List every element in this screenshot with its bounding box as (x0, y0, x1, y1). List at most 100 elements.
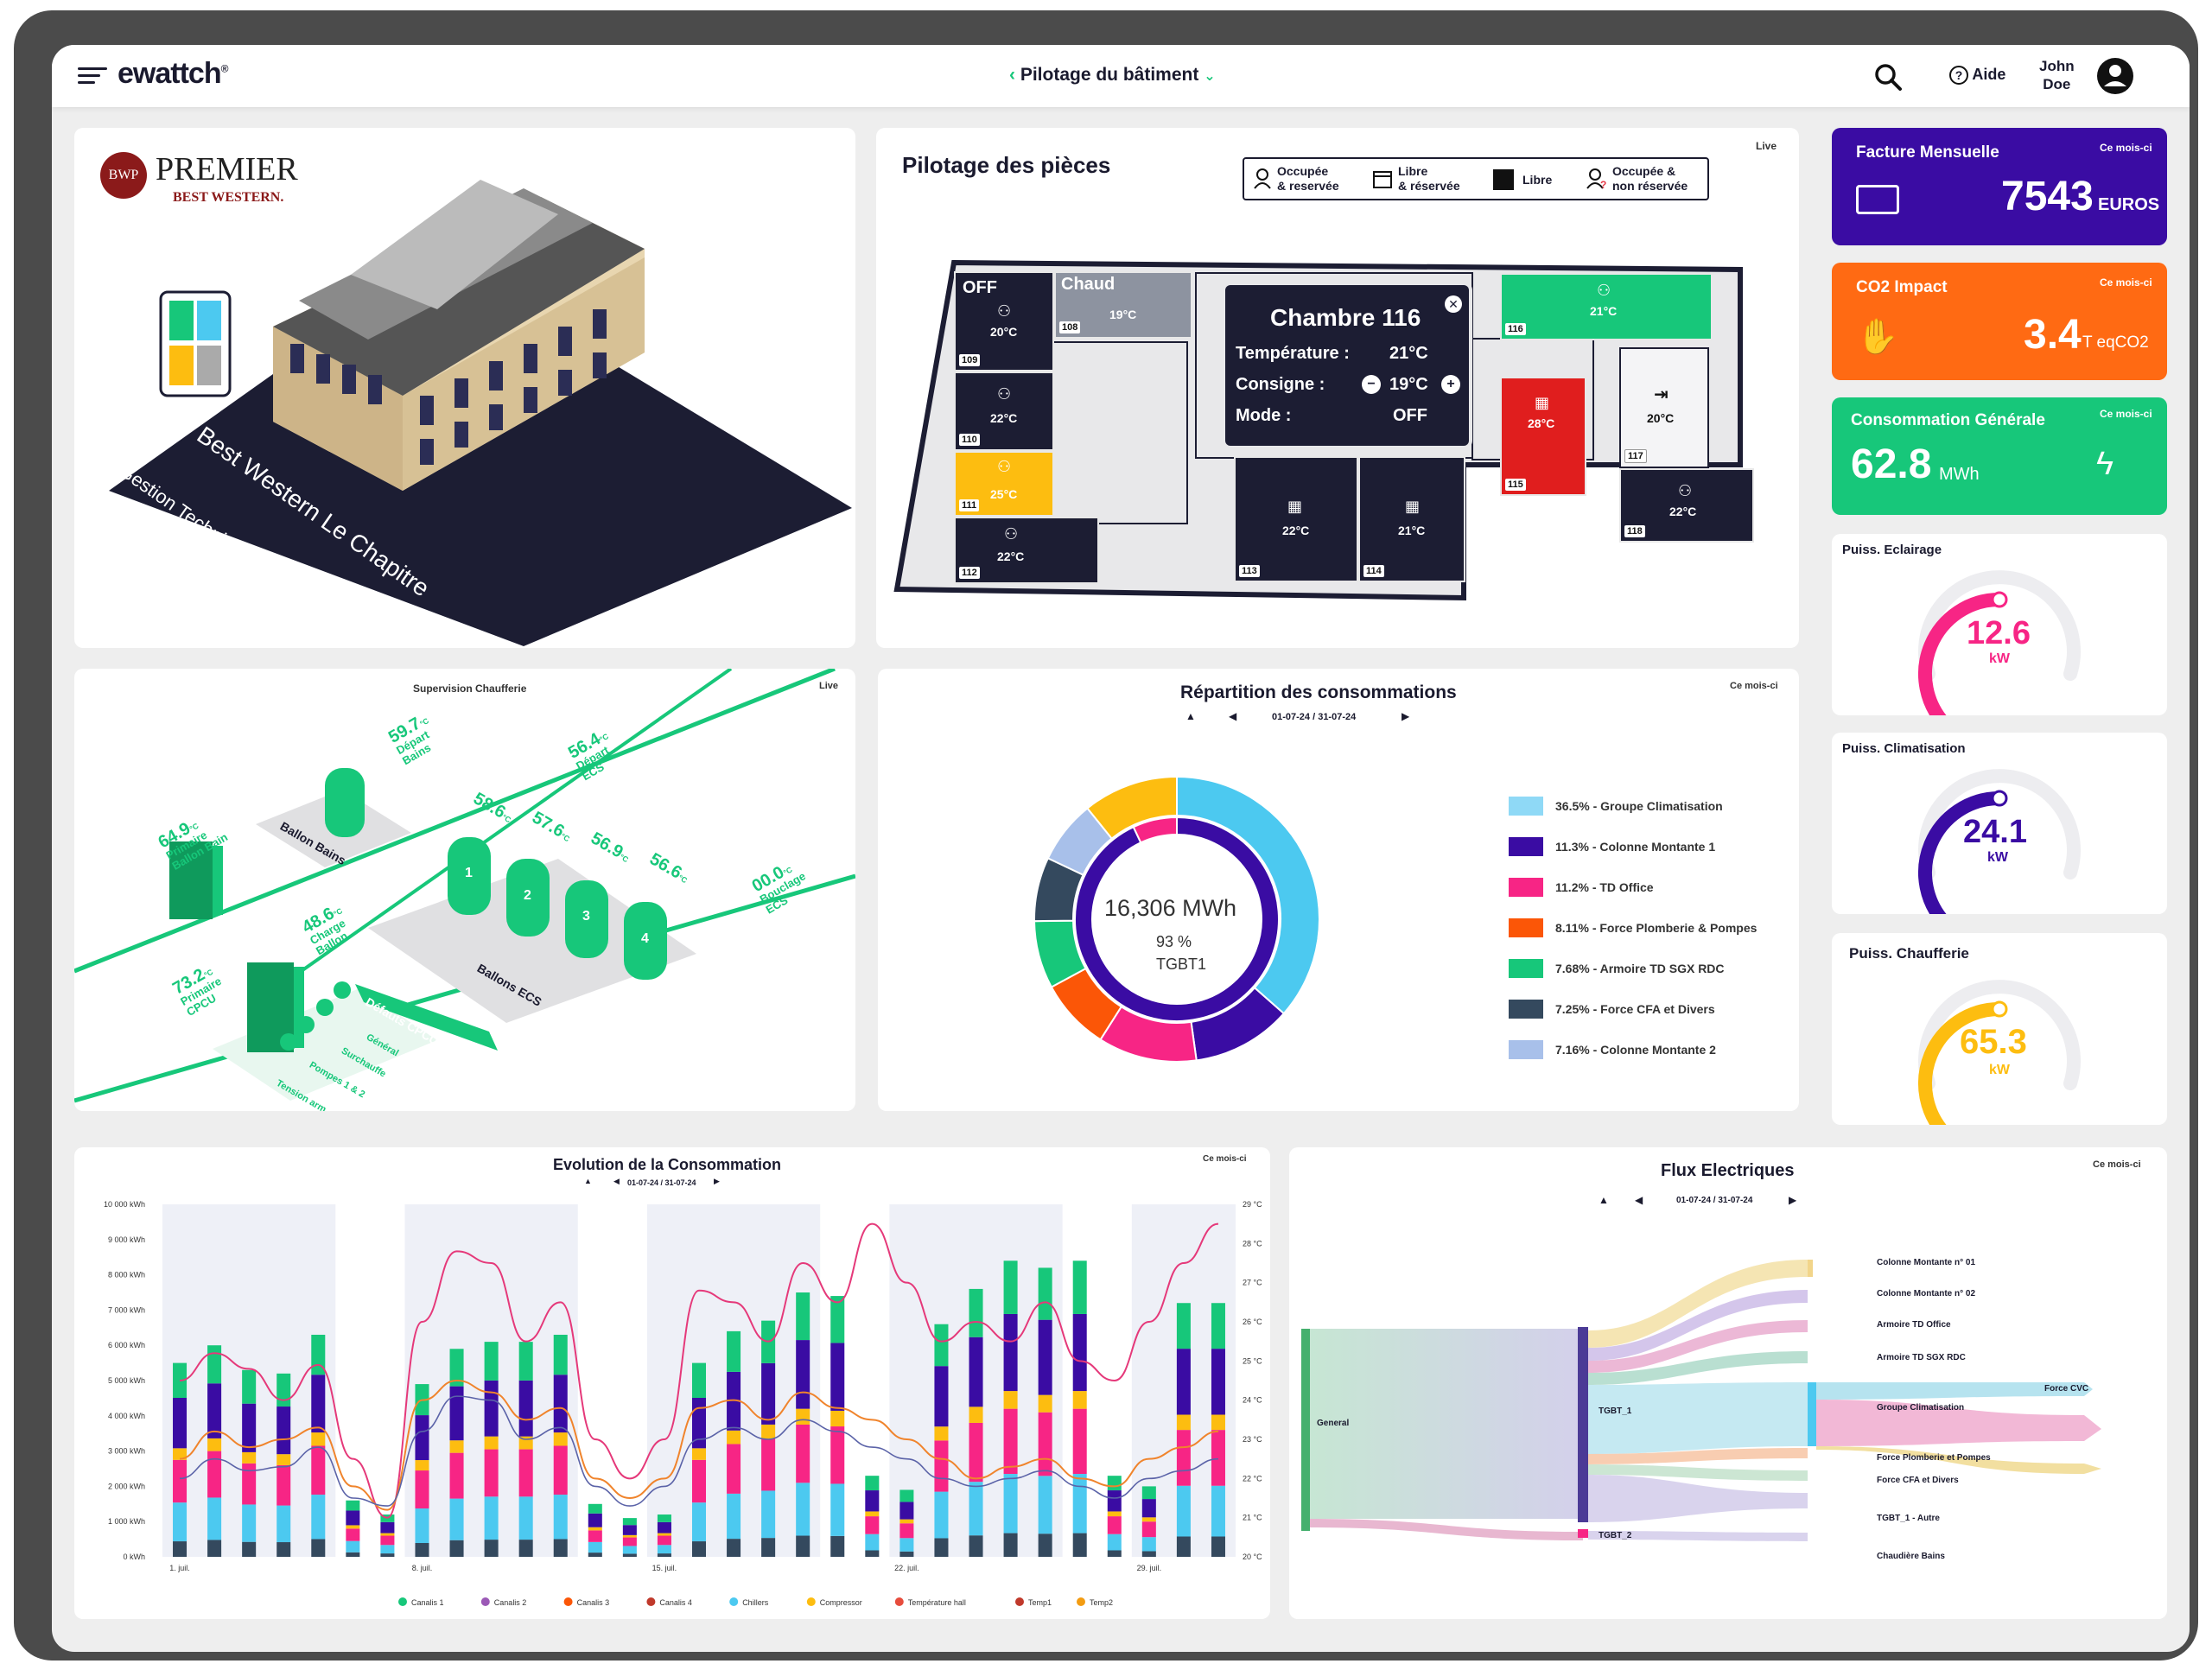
bar-segment (691, 1362, 707, 1398)
sankey-target: Chaudière Bains (1877, 1552, 1945, 1561)
legend-label: Canalis 1 (411, 1598, 444, 1607)
kpi-bill[interactable]: Facture Mensuelle Ce mois-ci 7543 EUROS (1832, 128, 2167, 245)
collapse-icon[interactable]: ▲ (584, 1177, 592, 1185)
y-tick: 5 000 kWh (108, 1376, 145, 1385)
room-116[interactable]: ⚇ 21°C 116 (1500, 273, 1713, 340)
bar-segment (865, 1516, 880, 1534)
bar-segment (969, 1406, 983, 1423)
menu-icon[interactable] (78, 66, 107, 86)
bar-segment (1107, 1476, 1122, 1491)
legend-label: & réservée (1398, 179, 1460, 193)
legend-free: Libre (1493, 169, 1552, 190)
collapse-icon[interactable]: ▲ (1185, 710, 1196, 722)
chevron-left-icon[interactable]: ‹ (1009, 65, 1020, 85)
avatar-icon[interactable] (2096, 57, 2134, 95)
room-115[interactable]: ▦ 28°C 115 (1500, 377, 1586, 496)
room-117[interactable]: ⇥ 20°C 117 (1619, 347, 1709, 468)
sankey-force-cvc: Force CVC (2044, 1384, 2089, 1394)
legend-label: Chillers (742, 1598, 769, 1607)
prev-icon[interactable]: ◀ (1635, 1194, 1643, 1206)
legend-text: 7.16% - Colonne Montante 2 (1555, 1043, 1716, 1057)
collapse-icon[interactable]: ▲ (1599, 1194, 1609, 1206)
room-110[interactable]: ⚇ 22°C 110 (954, 371, 1054, 451)
bar-segment (276, 1505, 291, 1543)
bar-segment (1141, 1486, 1156, 1500)
room-113[interactable]: ▦ 22°C 113 (1234, 456, 1358, 582)
bar-segment (380, 1545, 395, 1554)
date-range[interactable]: 01-07-24 / 31-07-24 (1676, 1196, 1753, 1205)
date-range[interactable]: 01-07-24 / 31-07-24 (627, 1178, 696, 1187)
bar-segment (415, 1470, 429, 1509)
y-tick: 9 000 kWh (108, 1235, 145, 1244)
y-tick: 4 000 kWh (108, 1412, 145, 1420)
page-title-selector[interactable]: ‹ Pilotage du bâtiment ⌄ (1009, 65, 1216, 86)
chevron-down-icon[interactable]: ⌄ (1204, 69, 1216, 84)
bar-segment (1107, 1490, 1122, 1512)
kpi-unit: MWh (1939, 465, 1980, 484)
room-108[interactable]: Chaud 19°C 108 (1054, 271, 1192, 339)
bar-segment (173, 1459, 188, 1503)
legend-item: 7.25% - Force CFA et Divers (1509, 1000, 1715, 1019)
bar-segment (691, 1502, 707, 1542)
bar-segment (518, 1380, 533, 1437)
bar-segment (691, 1397, 707, 1449)
popup-mode-label: Mode : (1236, 406, 1292, 425)
bar-segment (1072, 1533, 1087, 1557)
y-tick: 10 000 kWh (104, 1200, 145, 1209)
y-tick: 6 000 kWh (108, 1341, 145, 1349)
search-icon[interactable] (1873, 62, 1903, 92)
room-109[interactable]: OFF ⚇ 20°C 109 (954, 271, 1054, 371)
top-bar: ewattch® ‹ Pilotage du bâtiment ⌄ ? Aide… (52, 45, 2190, 107)
legend-marker (729, 1597, 739, 1606)
calendar-icon: ▦ (1287, 498, 1303, 515)
room-118[interactable]: ⚇ 22°C 118 (1619, 468, 1754, 543)
legend-marker (806, 1597, 816, 1606)
bar-segment (1107, 1516, 1122, 1534)
plus-icon[interactable]: + (1441, 375, 1460, 394)
bar-segment (761, 1362, 776, 1425)
bar-segment (1072, 1408, 1087, 1475)
prev-icon[interactable]: ◀ (613, 1177, 620, 1185)
bar-segment (796, 1535, 810, 1557)
lightning-icon: ϟ (2096, 446, 2114, 482)
kpi-co2[interactable]: CO2 Impact Ce mois-ci ✋ 3.4 T eqCO2 (1832, 263, 2167, 380)
popup-mode-value[interactable]: OFF (1393, 406, 1427, 425)
room-id: 113 (1239, 565, 1260, 577)
sankey-source: General (1317, 1419, 1350, 1428)
room-label: OFF (963, 278, 997, 297)
brand-logo[interactable]: ewattch® (118, 57, 228, 91)
bar-segment (727, 1330, 741, 1372)
kpi-consumption[interactable]: Consommation Générale Ce mois-ci 62.8 MW… (1832, 397, 2167, 515)
next-icon[interactable]: ▶ (1789, 1194, 1797, 1206)
bar-segment (1038, 1267, 1052, 1320)
bar-segment (727, 1430, 741, 1445)
bar-segment (727, 1493, 741, 1540)
date-range[interactable]: 01-07-24 / 31-07-24 (1272, 712, 1357, 722)
user-name[interactable]: John Doe (2039, 57, 2075, 93)
next-icon[interactable]: ▶ (714, 1177, 720, 1185)
minus-icon[interactable]: − (1362, 375, 1381, 394)
bar-segment (1211, 1414, 1225, 1431)
room-id: 108 (1059, 321, 1081, 333)
bar-segment (588, 1503, 602, 1514)
room-114[interactable]: ▦ 21°C 114 (1358, 456, 1465, 582)
room-111[interactable]: ⚇ 25°C 111 (954, 451, 1054, 517)
legend-label: Température hall (908, 1598, 966, 1607)
bar-segment (1038, 1412, 1052, 1476)
help-button[interactable]: ? Aide (1949, 66, 2005, 85)
room-id: 117 (1624, 449, 1647, 463)
bar-segment (1038, 1533, 1052, 1557)
bar-segment (1141, 1551, 1156, 1557)
legend-label: & reservée (1277, 179, 1339, 193)
gauge-unit: kW (1989, 651, 2010, 666)
x-tick: 1. juil. (169, 1564, 190, 1572)
evolution-card: Evolution de la Consommation Ce mois-ci … (74, 1147, 1270, 1619)
prev-icon[interactable]: ◀ (1229, 710, 1237, 722)
next-icon[interactable]: ▶ (1402, 710, 1410, 722)
bwp-badge: BWP (100, 152, 147, 199)
close-icon[interactable]: ✕ (1445, 295, 1462, 313)
y2-tick: 25 °C (1243, 1356, 1262, 1365)
room-id: 114 (1363, 565, 1384, 577)
room-112[interactable]: ⚇ 22°C 112 (954, 517, 1099, 584)
donut-slice (1176, 775, 1320, 1015)
